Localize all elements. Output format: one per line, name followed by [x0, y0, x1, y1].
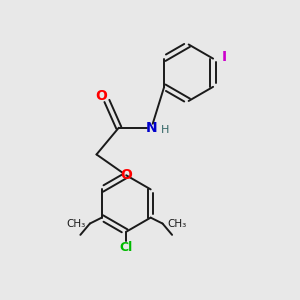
- Text: H: H: [161, 125, 170, 135]
- Text: CH₃: CH₃: [167, 219, 186, 229]
- Text: Cl: Cl: [120, 241, 133, 254]
- Text: N: N: [146, 121, 157, 135]
- Text: O: O: [96, 88, 107, 103]
- Text: I: I: [221, 50, 226, 64]
- Text: CH₃: CH₃: [66, 219, 85, 229]
- Text: O: O: [120, 168, 132, 182]
